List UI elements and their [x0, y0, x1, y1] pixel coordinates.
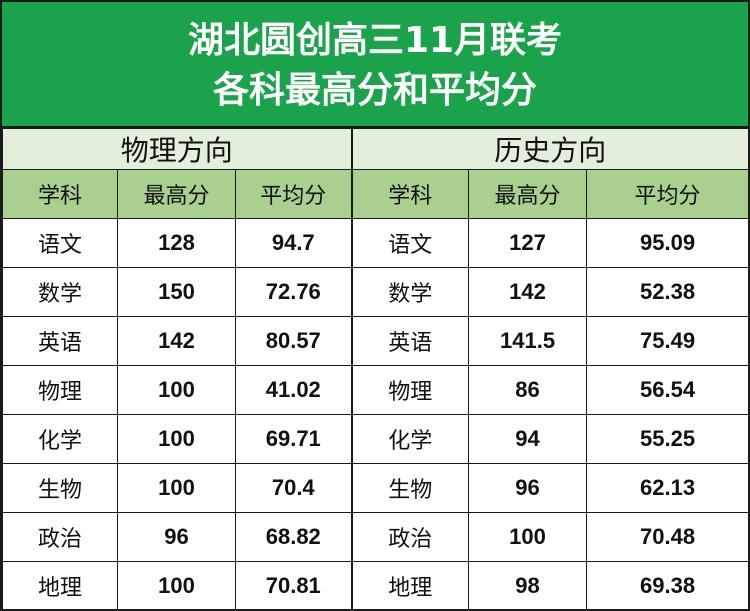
history-max-cell: 100 — [468, 512, 588, 562]
physics-max-cell: 150 — [117, 267, 236, 317]
physics-subject-cell: 语文 — [2, 218, 118, 268]
history-max-cell: 98 — [468, 561, 588, 611]
column-header-row: 学科 最高分 平均分 学科 最高分 平均分 — [2, 169, 750, 219]
section-header-row: 物理方向 历史方向 — [1, 128, 750, 170]
history-subject-cell: 化学 — [351, 414, 470, 464]
section-physics: 物理方向 — [1, 128, 353, 170]
table-row: 语文 128 94.7 语文 127 95.09 — [2, 218, 750, 268]
history-subject-cell: 政治 — [351, 512, 470, 562]
physics-avg-cell: 80.57 — [234, 316, 353, 366]
history-subject-cell: 物理 — [351, 365, 470, 415]
history-avg-cell: 70.48 — [586, 512, 750, 562]
physics-subject-cell: 英语 — [2, 316, 118, 366]
table-body: 语文 128 94.7 语文 127 95.09 数学 150 72.76 数学 142 52.38 英… — [2, 218, 750, 611]
col-subject-history: 学科 — [351, 169, 470, 219]
col-avg-physics: 平均分 — [234, 169, 353, 219]
physics-max-cell: 142 — [117, 316, 236, 366]
physics-avg-cell: 70.81 — [234, 561, 353, 611]
history-avg-cell: 75.49 — [586, 316, 750, 366]
table-row: 英语 142 80.57 英语 141.5 75.49 — [2, 316, 750, 366]
physics-subject-cell: 政治 — [2, 512, 118, 562]
col-max-history: 最高分 — [468, 169, 588, 219]
history-subject-cell: 语文 — [351, 218, 470, 268]
history-max-cell: 141.5 — [468, 316, 588, 366]
history-avg-cell: 56.54 — [586, 365, 750, 415]
history-max-cell: 142 — [468, 267, 588, 317]
table-row: 政治 96 68.82 政治 100 70.48 — [2, 512, 750, 562]
physics-max-cell: 128 — [117, 218, 236, 268]
physics-subject-cell: 化学 — [2, 414, 118, 464]
history-max-cell: 86 — [468, 365, 588, 415]
history-avg-cell: 62.13 — [586, 463, 750, 513]
history-max-cell: 127 — [468, 218, 588, 268]
physics-max-cell: 100 — [117, 365, 236, 415]
physics-avg-cell: 68.82 — [234, 512, 353, 562]
title-line-1: 湖北圆创高三11月联考 — [187, 20, 563, 61]
table-row: 物理 100 41.02 物理 86 56.54 — [2, 365, 750, 415]
physics-subject-cell: 生物 — [2, 463, 118, 513]
table-row: 地理 100 70.81 地理 98 69.38 — [2, 561, 750, 611]
physics-avg-cell: 70.4 — [234, 463, 353, 513]
col-max-physics: 最高分 — [117, 169, 236, 219]
history-subject-cell: 数学 — [351, 267, 470, 317]
table-row: 化学 100 69.71 化学 94 55.25 — [2, 414, 750, 464]
physics-max-cell: 100 — [117, 414, 236, 464]
physics-subject-cell: 物理 — [2, 365, 118, 415]
physics-max-cell: 100 — [117, 463, 236, 513]
history-max-cell: 96 — [468, 463, 588, 513]
section-history: 历史方向 — [351, 128, 750, 170]
col-subject-physics: 学科 — [2, 169, 118, 219]
physics-subject-cell: 地理 — [2, 561, 118, 611]
title-line-2: 各科最高分和平均分 — [212, 70, 537, 111]
history-subject-cell: 英语 — [351, 316, 470, 366]
physics-avg-cell: 41.02 — [234, 365, 353, 415]
history-subject-cell: 生物 — [351, 463, 470, 513]
physics-max-cell: 100 — [117, 561, 236, 611]
history-avg-cell: 69.38 — [586, 561, 750, 611]
physics-max-cell: 96 — [117, 512, 236, 562]
physics-avg-cell: 94.7 — [234, 218, 353, 268]
score-table: 物理方向 历史方向 学科 最高分 平均分 学科 最高分 平均分 语文 128 94.… — [1, 128, 750, 611]
history-subject-cell: 地理 — [351, 561, 470, 611]
table-row: 生物 100 70.4 生物 96 62.13 — [2, 463, 750, 513]
title-banner: 湖北圆创高三11月联考 各科最高分和平均分 — [2, 2, 748, 128]
physics-avg-cell: 72.76 — [234, 267, 353, 317]
history-avg-cell: 95.09 — [586, 218, 750, 268]
physics-subject-cell: 数学 — [2, 267, 118, 317]
table-row: 数学 150 72.76 数学 142 52.38 — [2, 267, 750, 317]
history-avg-cell: 52.38 — [586, 267, 750, 317]
history-avg-cell: 55.25 — [586, 414, 750, 464]
col-avg-history: 平均分 — [586, 169, 750, 219]
physics-avg-cell: 69.71 — [234, 414, 353, 464]
history-max-cell: 94 — [468, 414, 588, 464]
